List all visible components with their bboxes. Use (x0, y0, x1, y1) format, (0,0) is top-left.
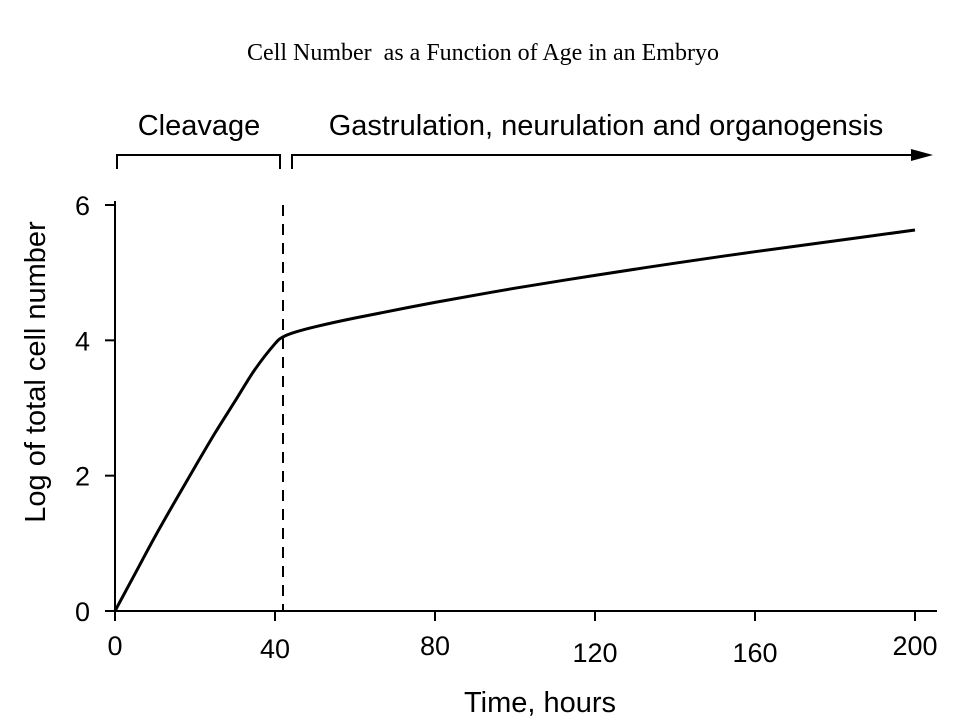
x-tick-label: 120 (572, 638, 617, 668)
y-axis-label: Log of total cell number (20, 221, 52, 523)
x-tick-label: 80 (420, 631, 450, 661)
chart-title: Cell Number as a Function of Age in an E… (247, 40, 719, 66)
x-ticks: 0 40 80 120 160 200 (107, 611, 938, 668)
x-tick-label: 200 (892, 631, 937, 661)
y-tick-label: 0 (75, 597, 90, 627)
x-axis-label: Time, hours (464, 687, 616, 719)
x-tick-label: 0 (107, 631, 122, 661)
y-tick-label: 2 (75, 462, 90, 492)
y-tick-label: 4 (75, 326, 90, 356)
data-line (113, 228, 916, 612)
later-phase-bracket (291, 154, 913, 169)
cleavage-label: Cleavage (138, 110, 261, 142)
y-ticks: 0 2 4 6 (75, 191, 115, 627)
x-tick-label: 40 (260, 634, 290, 664)
x-tick-label: 160 (732, 638, 777, 668)
y-tick-label: 6 (75, 191, 90, 221)
arrowhead (911, 149, 933, 161)
cleavage-bracket (116, 154, 281, 169)
later-phase-label: Gastrulation, neurulation and organogens… (329, 110, 884, 142)
